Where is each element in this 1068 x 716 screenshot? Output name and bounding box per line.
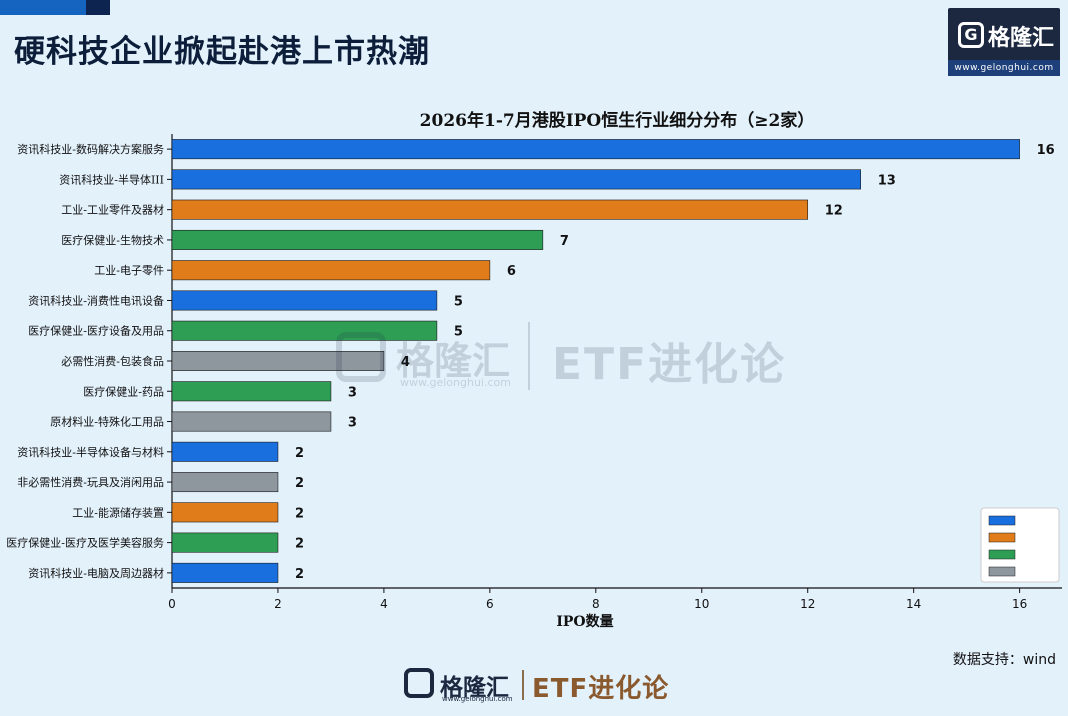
- bar: [171, 169, 861, 190]
- legend-box: [980, 507, 1060, 583]
- bar: [171, 229, 544, 250]
- brand-g-icon: G: [958, 22, 984, 48]
- source-note: 数据支持：wind: [952, 652, 1056, 668]
- x-tick-label: 0: [168, 597, 176, 611]
- data-label: 2: [295, 506, 304, 521]
- legend-swatch: [988, 515, 1016, 526]
- category-label: 资讯科技业-半导体设备与材料: [17, 445, 164, 459]
- data-label: 3: [348, 385, 357, 400]
- corner-accent-dark: [86, 0, 110, 15]
- category-label: 资讯科技业-数码解决方案服务: [17, 142, 164, 156]
- category-label: 工业-电子零件: [94, 264, 164, 277]
- footer-url: www.gelonghui.com: [442, 695, 513, 703]
- category-label: 工业-工业零件及器材: [61, 203, 164, 217]
- data-label: 12: [825, 204, 843, 219]
- category-label: 医疗保健业-医疗设备及用品: [28, 324, 164, 338]
- data-label: 3: [348, 416, 357, 431]
- footer-logo: 格隆汇 www.gelonghui.com ETF进化论: [404, 666, 694, 706]
- bar: [171, 502, 279, 523]
- chart-title: 2026年1-7月港股IPO恒生行业细分分布（≥2家）: [420, 110, 815, 131]
- x-axis-label: IPO数量: [556, 613, 613, 630]
- brand-url: www.gelonghui.com: [948, 60, 1060, 76]
- data-label: 2: [295, 537, 304, 552]
- footer-divider: [522, 670, 524, 700]
- bar: [171, 139, 1020, 160]
- data-label: 7: [560, 234, 569, 249]
- data-label: 2: [295, 476, 304, 491]
- category-label: 医疗保健业-药品: [83, 384, 164, 398]
- category-label: 资讯科技业-消费性电讯设备: [28, 293, 164, 307]
- bar: [171, 199, 809, 220]
- brand-name: 格隆汇: [988, 26, 1055, 51]
- bar: [171, 441, 279, 462]
- bar: [171, 562, 279, 583]
- x-tick-label: 6: [486, 597, 494, 611]
- brand-logo[interactable]: G 格隆汇 www.gelonghui.com: [948, 8, 1060, 76]
- data-label: 13: [878, 173, 896, 188]
- data-label: 6: [507, 264, 516, 279]
- bar: [171, 351, 385, 371]
- x-tick-label: 12: [800, 597, 815, 611]
- category-label: 资讯科技业-半导体III: [59, 172, 164, 186]
- bar: [171, 381, 332, 402]
- data-label: 4: [401, 355, 410, 370]
- footer-etf: ETF进化论: [532, 674, 670, 704]
- page-title: 硬科技企业掀起赴港上市热潮: [14, 34, 430, 70]
- bar: [171, 320, 438, 341]
- data-label: 5: [454, 325, 463, 340]
- footer-name: 格隆汇: [440, 675, 509, 701]
- data-label: 2: [295, 446, 304, 461]
- category-label: 原材料业-特殊化工用品: [50, 415, 164, 429]
- data-label: 2: [295, 567, 304, 582]
- bar: [171, 411, 332, 432]
- bar: [171, 472, 279, 493]
- legend-swatch: [988, 566, 1016, 577]
- x-tick-label: 2: [274, 597, 282, 611]
- legend-swatch: [988, 549, 1016, 560]
- category-label: 必需性消费-包装食品: [61, 354, 164, 368]
- footer-g-icon: [404, 668, 434, 698]
- category-label: 资讯科技业-电脑及周边器材: [28, 566, 164, 580]
- category-label: 工业-能源储存装置: [72, 505, 164, 519]
- x-tick-label: 4: [380, 597, 388, 611]
- x-tick-label: 10: [694, 597, 709, 611]
- x-tick-label: 16: [1012, 597, 1027, 611]
- bar: [171, 260, 491, 281]
- corner-accent-bar: [0, 0, 110, 15]
- data-label: 5: [454, 294, 463, 309]
- data-label: 16: [1037, 143, 1055, 158]
- bar: [171, 532, 279, 553]
- x-tick-label: 14: [906, 597, 921, 611]
- category-label: 医疗保健业-生物技术: [61, 233, 164, 247]
- category-label: 非必需性消费-玩具及消闲用品: [17, 475, 164, 489]
- category-label: 医疗保健业-医疗及医学美容服务: [6, 536, 164, 550]
- x-tick-label: 8: [592, 597, 600, 611]
- legend-swatch: [988, 532, 1016, 543]
- bar: [171, 290, 438, 311]
